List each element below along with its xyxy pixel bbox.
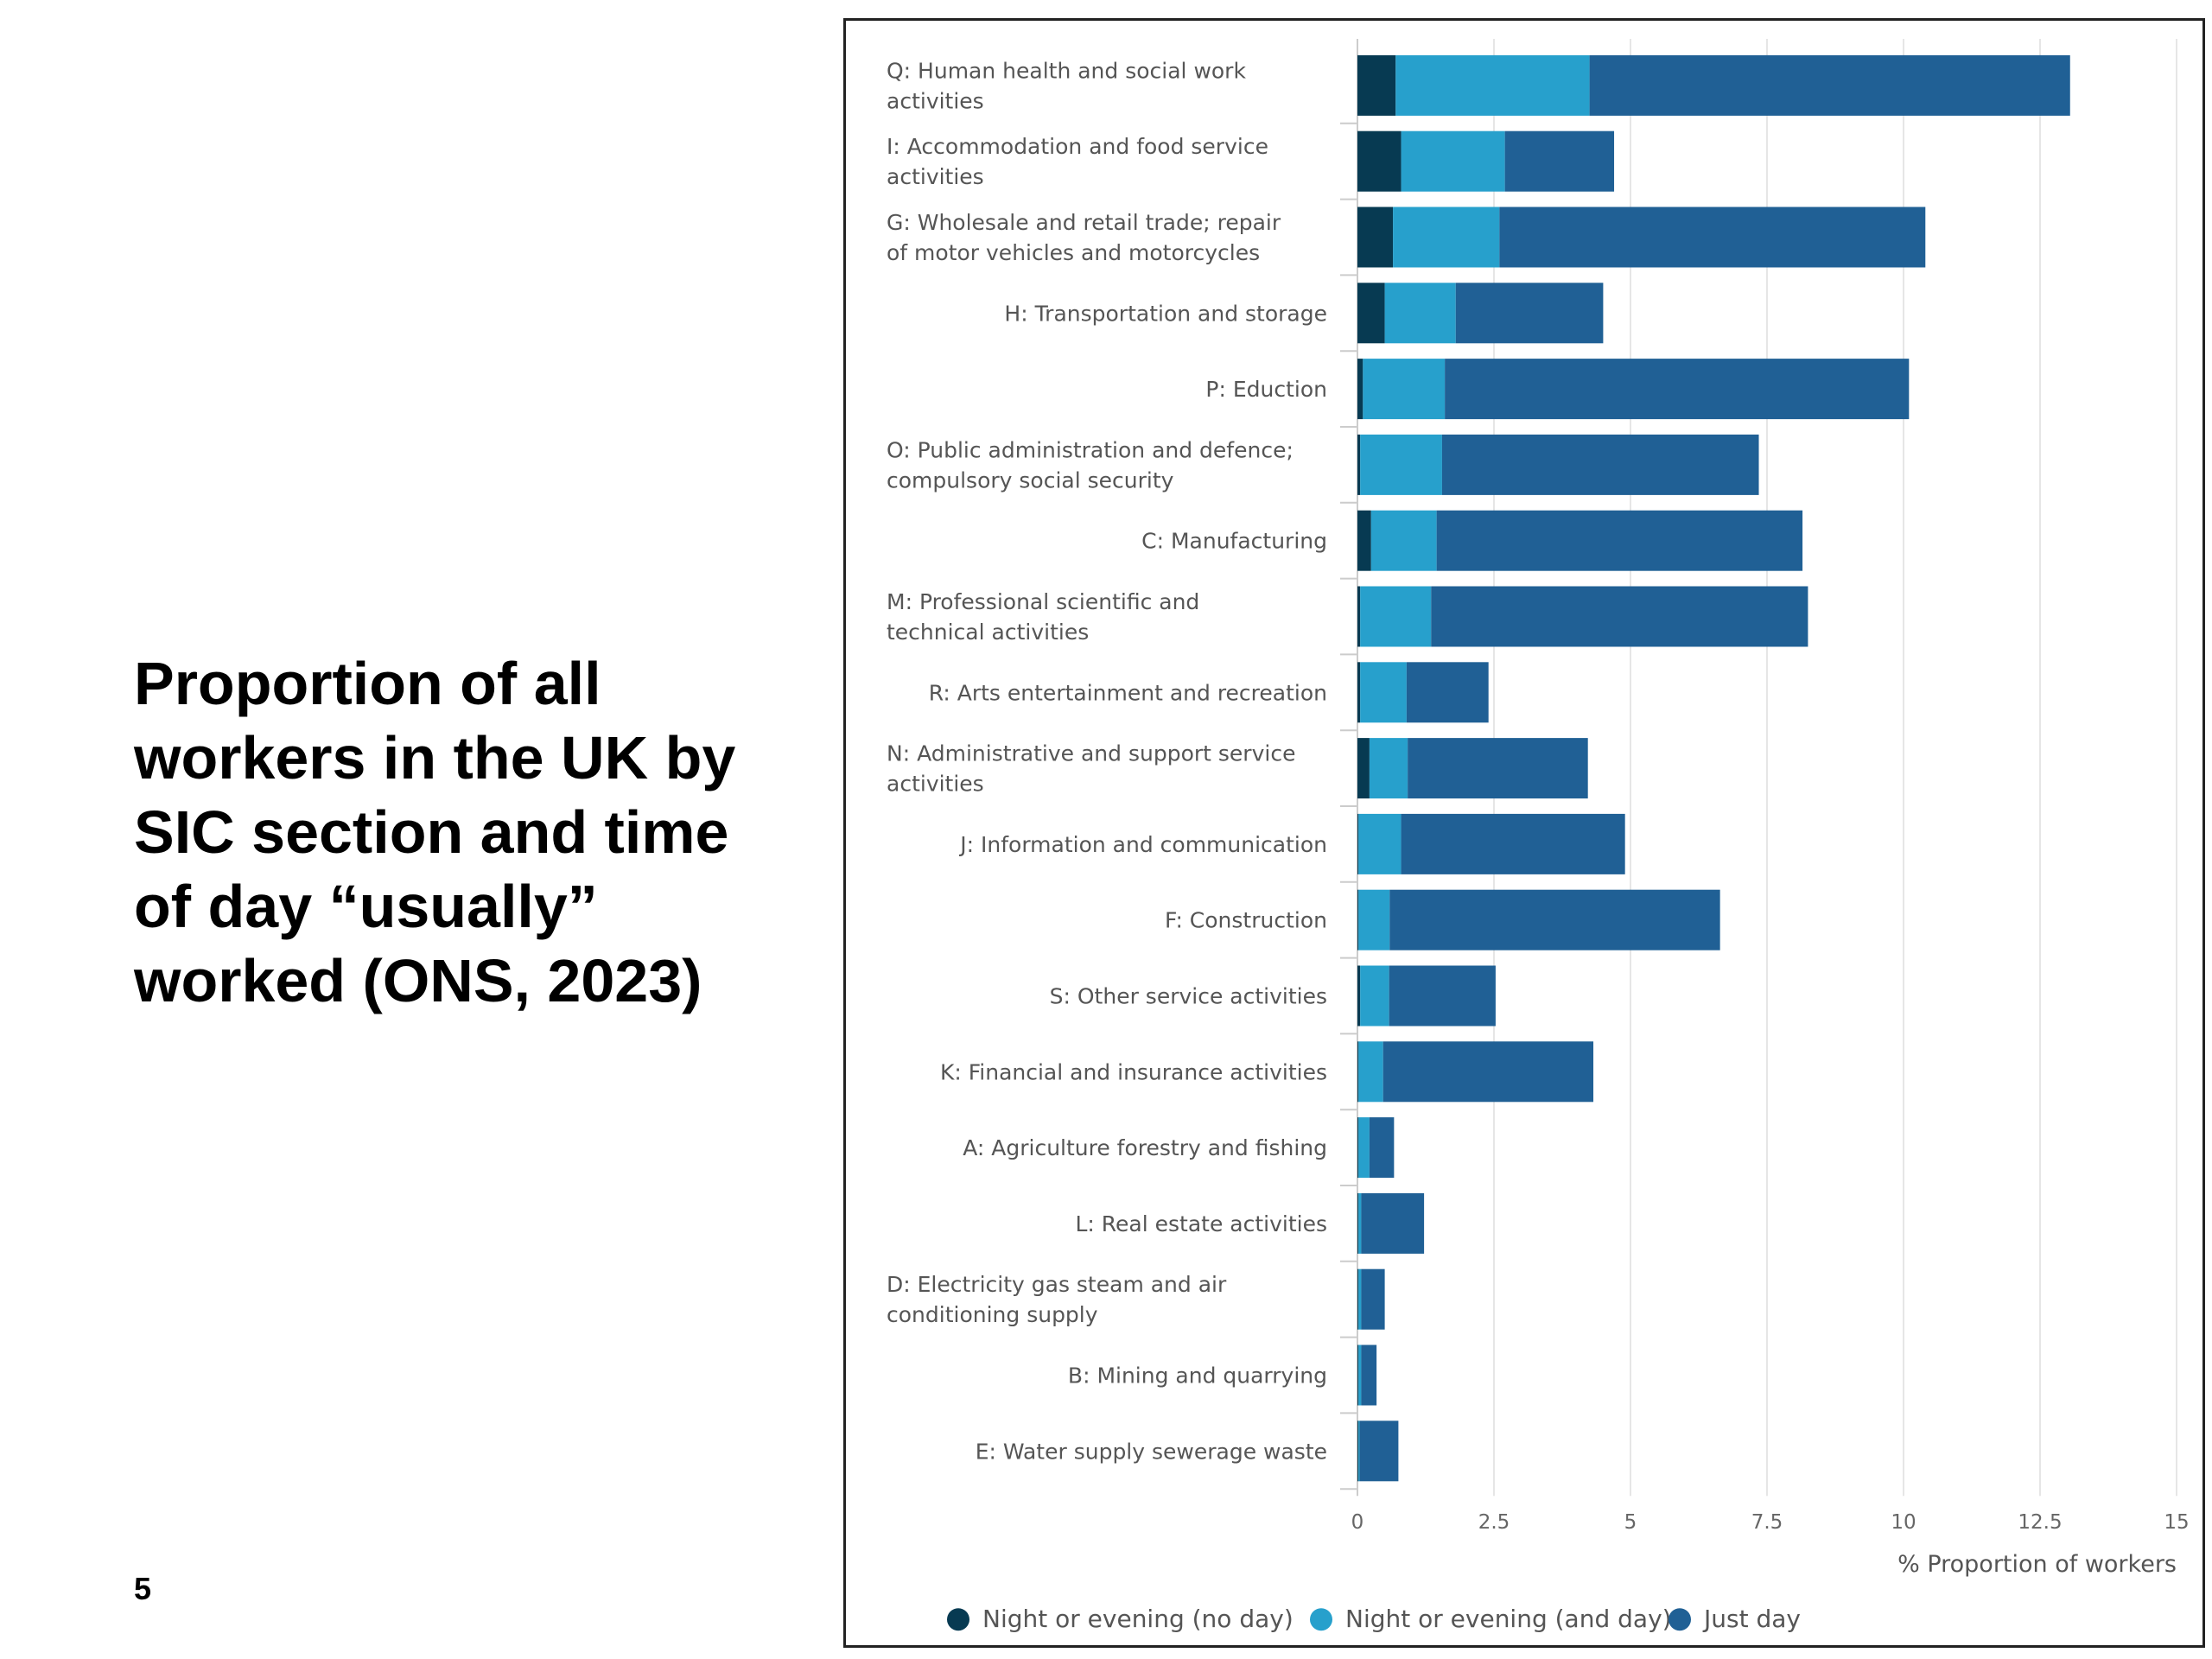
- x-tick-label: 5: [1624, 1511, 1637, 1534]
- bar-segment: [1357, 738, 1370, 799]
- bar-segment: [1357, 207, 1394, 268]
- bar-segment: [1357, 1192, 1359, 1254]
- bar-segment: [1358, 1041, 1383, 1103]
- bar-segment: [1360, 586, 1432, 647]
- bar-segment: [1357, 965, 1361, 1027]
- bar-segment: [1370, 510, 1437, 571]
- bar-segment: [1357, 813, 1359, 874]
- legend-label: Night or evening (no day): [982, 1605, 1294, 1633]
- category-label: N: Administrative and support service act…: [887, 741, 1295, 797]
- category-label: P: Eduction: [1205, 377, 1327, 402]
- category-label: I: Accommodation and food service activit…: [887, 134, 1268, 189]
- category-label: F: Construction: [1165, 908, 1327, 933]
- category-label: G: Wholesale and retail trade; repair of …: [887, 210, 1281, 265]
- category-label: K: Financial and insurance activities: [940, 1059, 1327, 1084]
- bar-segment: [1357, 1344, 1359, 1406]
- category-label: A: Agriculture forestry and fishing: [963, 1135, 1327, 1160]
- bar-segment: [1357, 510, 1371, 571]
- bar-segment: [1408, 738, 1588, 799]
- bar-segment: [1382, 1041, 1594, 1103]
- category-label: H: Transportation and storage: [1004, 301, 1327, 326]
- category-label: C: Manufacturing: [1141, 529, 1327, 554]
- bar-segment: [1401, 130, 1505, 192]
- x-tick-label: 7.5: [1751, 1511, 1783, 1534]
- bar-segment: [1358, 1421, 1360, 1482]
- legend-label: Night or evening (and day): [1345, 1605, 1672, 1633]
- x-tick-label: 0: [1351, 1511, 1364, 1534]
- bar-segment: [1455, 283, 1604, 344]
- bar-segment: [1358, 813, 1402, 874]
- bar-segment: [1357, 889, 1359, 950]
- bar-segment: [1358, 1344, 1362, 1406]
- bar-segment: [1360, 434, 1442, 495]
- category-label: J: Information and communication: [958, 832, 1327, 857]
- stacked-bar-chart: Q: Human health and social work activitie…: [887, 39, 2190, 1633]
- bar-segment: [1361, 1344, 1377, 1406]
- bar-segment: [1401, 813, 1625, 874]
- bar-segment: [1358, 889, 1390, 950]
- bar-segment: [1389, 889, 1720, 950]
- bar-segment: [1406, 662, 1489, 723]
- category-label: B: Mining and quarrying: [1068, 1363, 1327, 1389]
- x-tick-label: 12.5: [2018, 1511, 2062, 1534]
- bar-segment: [1358, 1268, 1362, 1330]
- bar-segment: [1589, 54, 2070, 116]
- bar-segment: [1363, 359, 1446, 420]
- bar-segment: [1357, 662, 1361, 723]
- bar-segment: [1360, 662, 1407, 723]
- category-label: E: Water supply sewerage waste: [976, 1439, 1327, 1464]
- bar-segment: [1357, 54, 1396, 116]
- bar-segment: [1389, 965, 1496, 1027]
- bar-segment: [1393, 207, 1500, 268]
- bar-segment: [1357, 434, 1361, 495]
- bar-segment: [1358, 1192, 1362, 1254]
- bar-segment: [1369, 738, 1408, 799]
- bar-segment: [1384, 283, 1456, 344]
- page-number: 5: [134, 1571, 152, 1606]
- bar-segment: [1358, 1117, 1370, 1179]
- bar-segment: [1357, 283, 1385, 344]
- bar-segment: [1360, 965, 1389, 1027]
- bar-segment: [1441, 434, 1759, 495]
- category-label: R: Arts entertainment and recreation: [929, 680, 1327, 705]
- category-label: O: Public administration and defence; com…: [887, 437, 1294, 493]
- category-label: L: Real estate activities: [1075, 1211, 1327, 1236]
- bar-segment: [1357, 1117, 1359, 1179]
- category-label: S: Other service activities: [1050, 984, 1327, 1009]
- legend-swatch: [947, 1608, 969, 1631]
- x-tick-label: 10: [1891, 1511, 1916, 1534]
- category-label: Q: Human health and social work activitie…: [887, 58, 1246, 113]
- category-label: M: Professional scientific and technical …: [887, 589, 1199, 645]
- category-label: D: Electricity gas steam and air conditio…: [887, 1272, 1227, 1327]
- slide-title: Proportion of all workers in the UK by S…: [134, 650, 736, 1014]
- legend-swatch: [1669, 1608, 1691, 1631]
- bar-segment: [1357, 586, 1361, 647]
- bar-segment: [1436, 510, 1803, 571]
- legend-label: Just day: [1702, 1605, 1801, 1633]
- bar-segment: [1369, 1117, 1395, 1179]
- bar-segment: [1395, 54, 1590, 116]
- bar-segment: [1431, 586, 1808, 647]
- chart-frame: Q: Human health and social work activitie…: [843, 18, 2205, 1648]
- bar-segment: [1504, 130, 1615, 192]
- bar-segment: [1361, 1268, 1385, 1330]
- x-axis-title: % Proportion of workers: [1897, 1551, 2177, 1578]
- bar-segment: [1361, 1192, 1425, 1254]
- bar-segment: [1357, 359, 1363, 420]
- bar-segment: [1357, 1041, 1359, 1103]
- bar-segment: [1357, 130, 1402, 192]
- legend-swatch: [1310, 1608, 1332, 1631]
- x-tick-label: 15: [2164, 1511, 2189, 1534]
- x-tick-label: 2.5: [1478, 1511, 1510, 1534]
- bar-segment: [1357, 1268, 1359, 1330]
- bar-segment: [1445, 359, 1910, 420]
- bar-segment: [1357, 1421, 1359, 1482]
- bar-segment: [1359, 1421, 1399, 1482]
- bar-segment: [1499, 207, 1926, 268]
